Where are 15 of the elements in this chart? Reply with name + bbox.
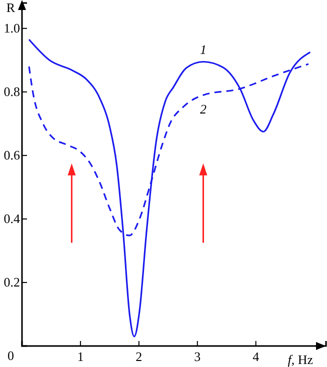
x-tick-label: 1 xyxy=(77,349,84,364)
y-tick-label: 0.8 xyxy=(4,84,20,100)
y-tick-label: 0.4 xyxy=(4,211,20,226)
line-series xyxy=(28,38,312,338)
y-tick-label: 0.2 xyxy=(4,274,20,290)
y-tick-label: 0.6 xyxy=(4,148,20,163)
series-label: 1 xyxy=(200,42,206,57)
x-axis-title: f, Hz xyxy=(288,352,314,367)
series-label: 2 xyxy=(200,102,207,117)
x-tick-label: 3 xyxy=(194,349,201,364)
y-axis-title: R xyxy=(6,0,16,15)
x-tick-label: 4 xyxy=(252,349,260,364)
y-tick-label: 0 xyxy=(8,348,14,364)
x-tick-label: 2 xyxy=(136,349,142,364)
y-tick-label: 1.0 xyxy=(4,20,20,36)
